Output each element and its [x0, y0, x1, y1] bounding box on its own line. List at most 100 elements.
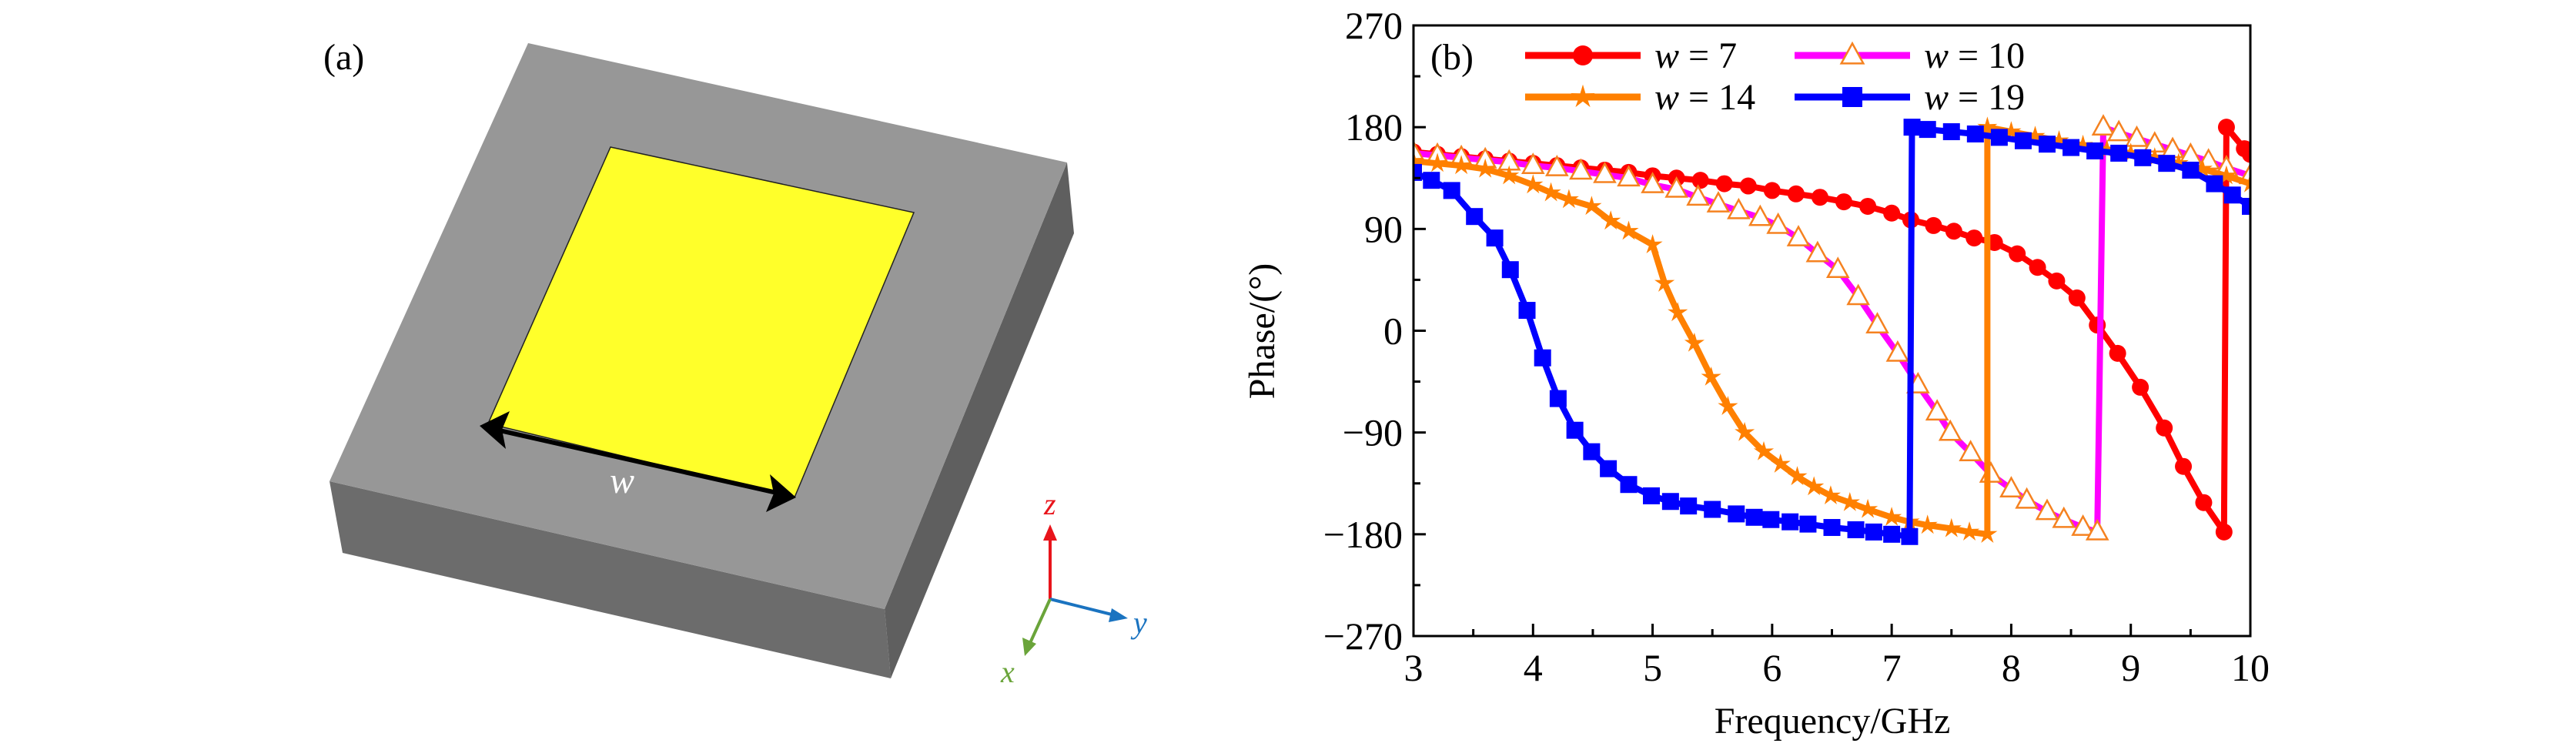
data-point-star — [2001, 121, 2022, 141]
data-point-circle — [2156, 419, 2173, 437]
x-tick-label: 7 — [1882, 646, 1902, 689]
data-point-circle — [1925, 216, 1942, 234]
data-point-star — [2025, 126, 2046, 145]
data-point-triangle — [1545, 155, 1569, 176]
data-point-star — [1820, 485, 1841, 504]
data-point-star — [1787, 466, 1808, 486]
data-point-star — [1959, 521, 1980, 541]
y-arrow-icon — [1109, 608, 1128, 622]
data-point-square — [1680, 497, 1698, 515]
data-point-triangle — [1664, 176, 1688, 198]
data-point-square — [1966, 125, 1984, 142]
data-point-star — [1977, 116, 1998, 136]
data-point-triangle — [1413, 139, 1426, 162]
legend: w = 7 w = 10 w = 14 w = 19 — [1525, 35, 2025, 118]
data-point-square — [1413, 163, 1422, 181]
data-point-square — [1728, 505, 1745, 523]
data-point-star — [1718, 396, 1738, 415]
width-label: w — [610, 460, 634, 501]
data-point-star — [1917, 514, 1938, 534]
data-point-star — [2073, 134, 2093, 154]
x-axis-title: Frequency/GHz — [1715, 701, 1951, 742]
data-point-star — [1618, 220, 1639, 240]
data-point-circle — [1739, 177, 1757, 195]
data-point-triangle — [2125, 125, 2149, 147]
data-point-square — [1620, 476, 1638, 494]
data-point-triangle — [1569, 158, 1593, 180]
data-point-square — [2158, 155, 2176, 172]
data-point-star — [1581, 196, 1602, 216]
panel-a-label: (a) — [323, 37, 364, 78]
data-point-square — [1549, 390, 1567, 407]
data-point-square — [1901, 527, 1919, 545]
data-point-square — [1762, 511, 1780, 528]
data-point-triangle — [1593, 161, 1617, 183]
data-point-triangle — [1786, 225, 1811, 246]
data-point-circle — [2048, 272, 2066, 290]
legend-entry: w = 7 — [1525, 35, 1737, 76]
data-point-square — [2039, 136, 2056, 153]
legend-entry: w = 19 — [1795, 77, 2025, 118]
data-point-triangle — [1805, 240, 1830, 263]
data-point-triangle — [2085, 518, 2109, 541]
data-point-triangle — [2091, 114, 2116, 136]
legend-entry: w = 10 — [1795, 35, 2025, 76]
z-axis-label: z — [1043, 487, 1056, 521]
data-point-circle — [2175, 457, 2193, 475]
y-tick-label: 90 — [1364, 207, 1403, 250]
data-point-circle — [2217, 119, 2235, 136]
data-point-square — [1534, 349, 1551, 367]
data-point-star — [1558, 189, 1579, 209]
data-point-square — [1583, 443, 1601, 460]
y-axis-label: y — [1130, 605, 1147, 640]
data-point-star — [1541, 182, 1561, 202]
data-point-triangle — [1885, 340, 1910, 362]
legend-label: w = 14 — [1654, 77, 1755, 118]
legend-entry: w = 14 — [1525, 77, 1755, 118]
data-point-circle — [2109, 344, 2126, 362]
data-point-circle — [2009, 245, 2026, 263]
x-tick-label: 4 — [1524, 646, 1543, 689]
x-tick-label: 10 — [2231, 646, 2270, 689]
series-w10 — [1413, 114, 2250, 541]
x-tick-label: 9 — [2121, 646, 2140, 689]
data-point-circle — [1573, 45, 1593, 65]
data-point-circle — [2132, 378, 2149, 396]
data-point-triangle — [1706, 191, 1731, 213]
data-point-circle — [2195, 494, 2213, 511]
data-point-circle — [1945, 223, 1962, 240]
data-point-circle — [1965, 229, 1983, 247]
data-point-star — [1858, 498, 1878, 518]
data-point-square — [1919, 121, 1936, 139]
data-point-star — [1882, 507, 1902, 526]
data-point-star — [1571, 84, 1595, 108]
data-point-circle — [1763, 182, 1781, 199]
y-tick-label: −180 — [1323, 513, 1403, 556]
data-point-star — [2096, 139, 2117, 159]
data-point-square — [1883, 525, 1901, 543]
legend-label: w = 19 — [1924, 77, 2025, 118]
data-point-square — [2206, 175, 2223, 193]
data-point-square — [2134, 149, 2152, 166]
data-point-square — [1501, 261, 1519, 279]
data-point-circle — [2215, 523, 2233, 541]
data-point-triangle — [1727, 197, 1751, 219]
data-point-triangle — [1846, 283, 1870, 306]
data-point-square — [2182, 161, 2200, 179]
data-point-star — [1499, 165, 1520, 185]
data-point-star — [1977, 524, 1998, 543]
data-point-circle — [2242, 146, 2250, 163]
data-point-triangle — [1521, 152, 1545, 174]
x-tick-label: 3 — [1404, 646, 1423, 689]
legend-label: w = 7 — [1654, 35, 1737, 76]
panel-a: (a) w z y x — [323, 37, 1147, 689]
data-point-square — [1443, 182, 1460, 199]
data-point-triangle — [1865, 312, 1889, 334]
data-point-circle — [2068, 289, 2086, 306]
data-point-star — [1642, 234, 1663, 253]
data-point-star — [1735, 421, 1755, 441]
data-point-triangle — [2052, 506, 2076, 528]
data-point-square — [1704, 501, 1721, 518]
